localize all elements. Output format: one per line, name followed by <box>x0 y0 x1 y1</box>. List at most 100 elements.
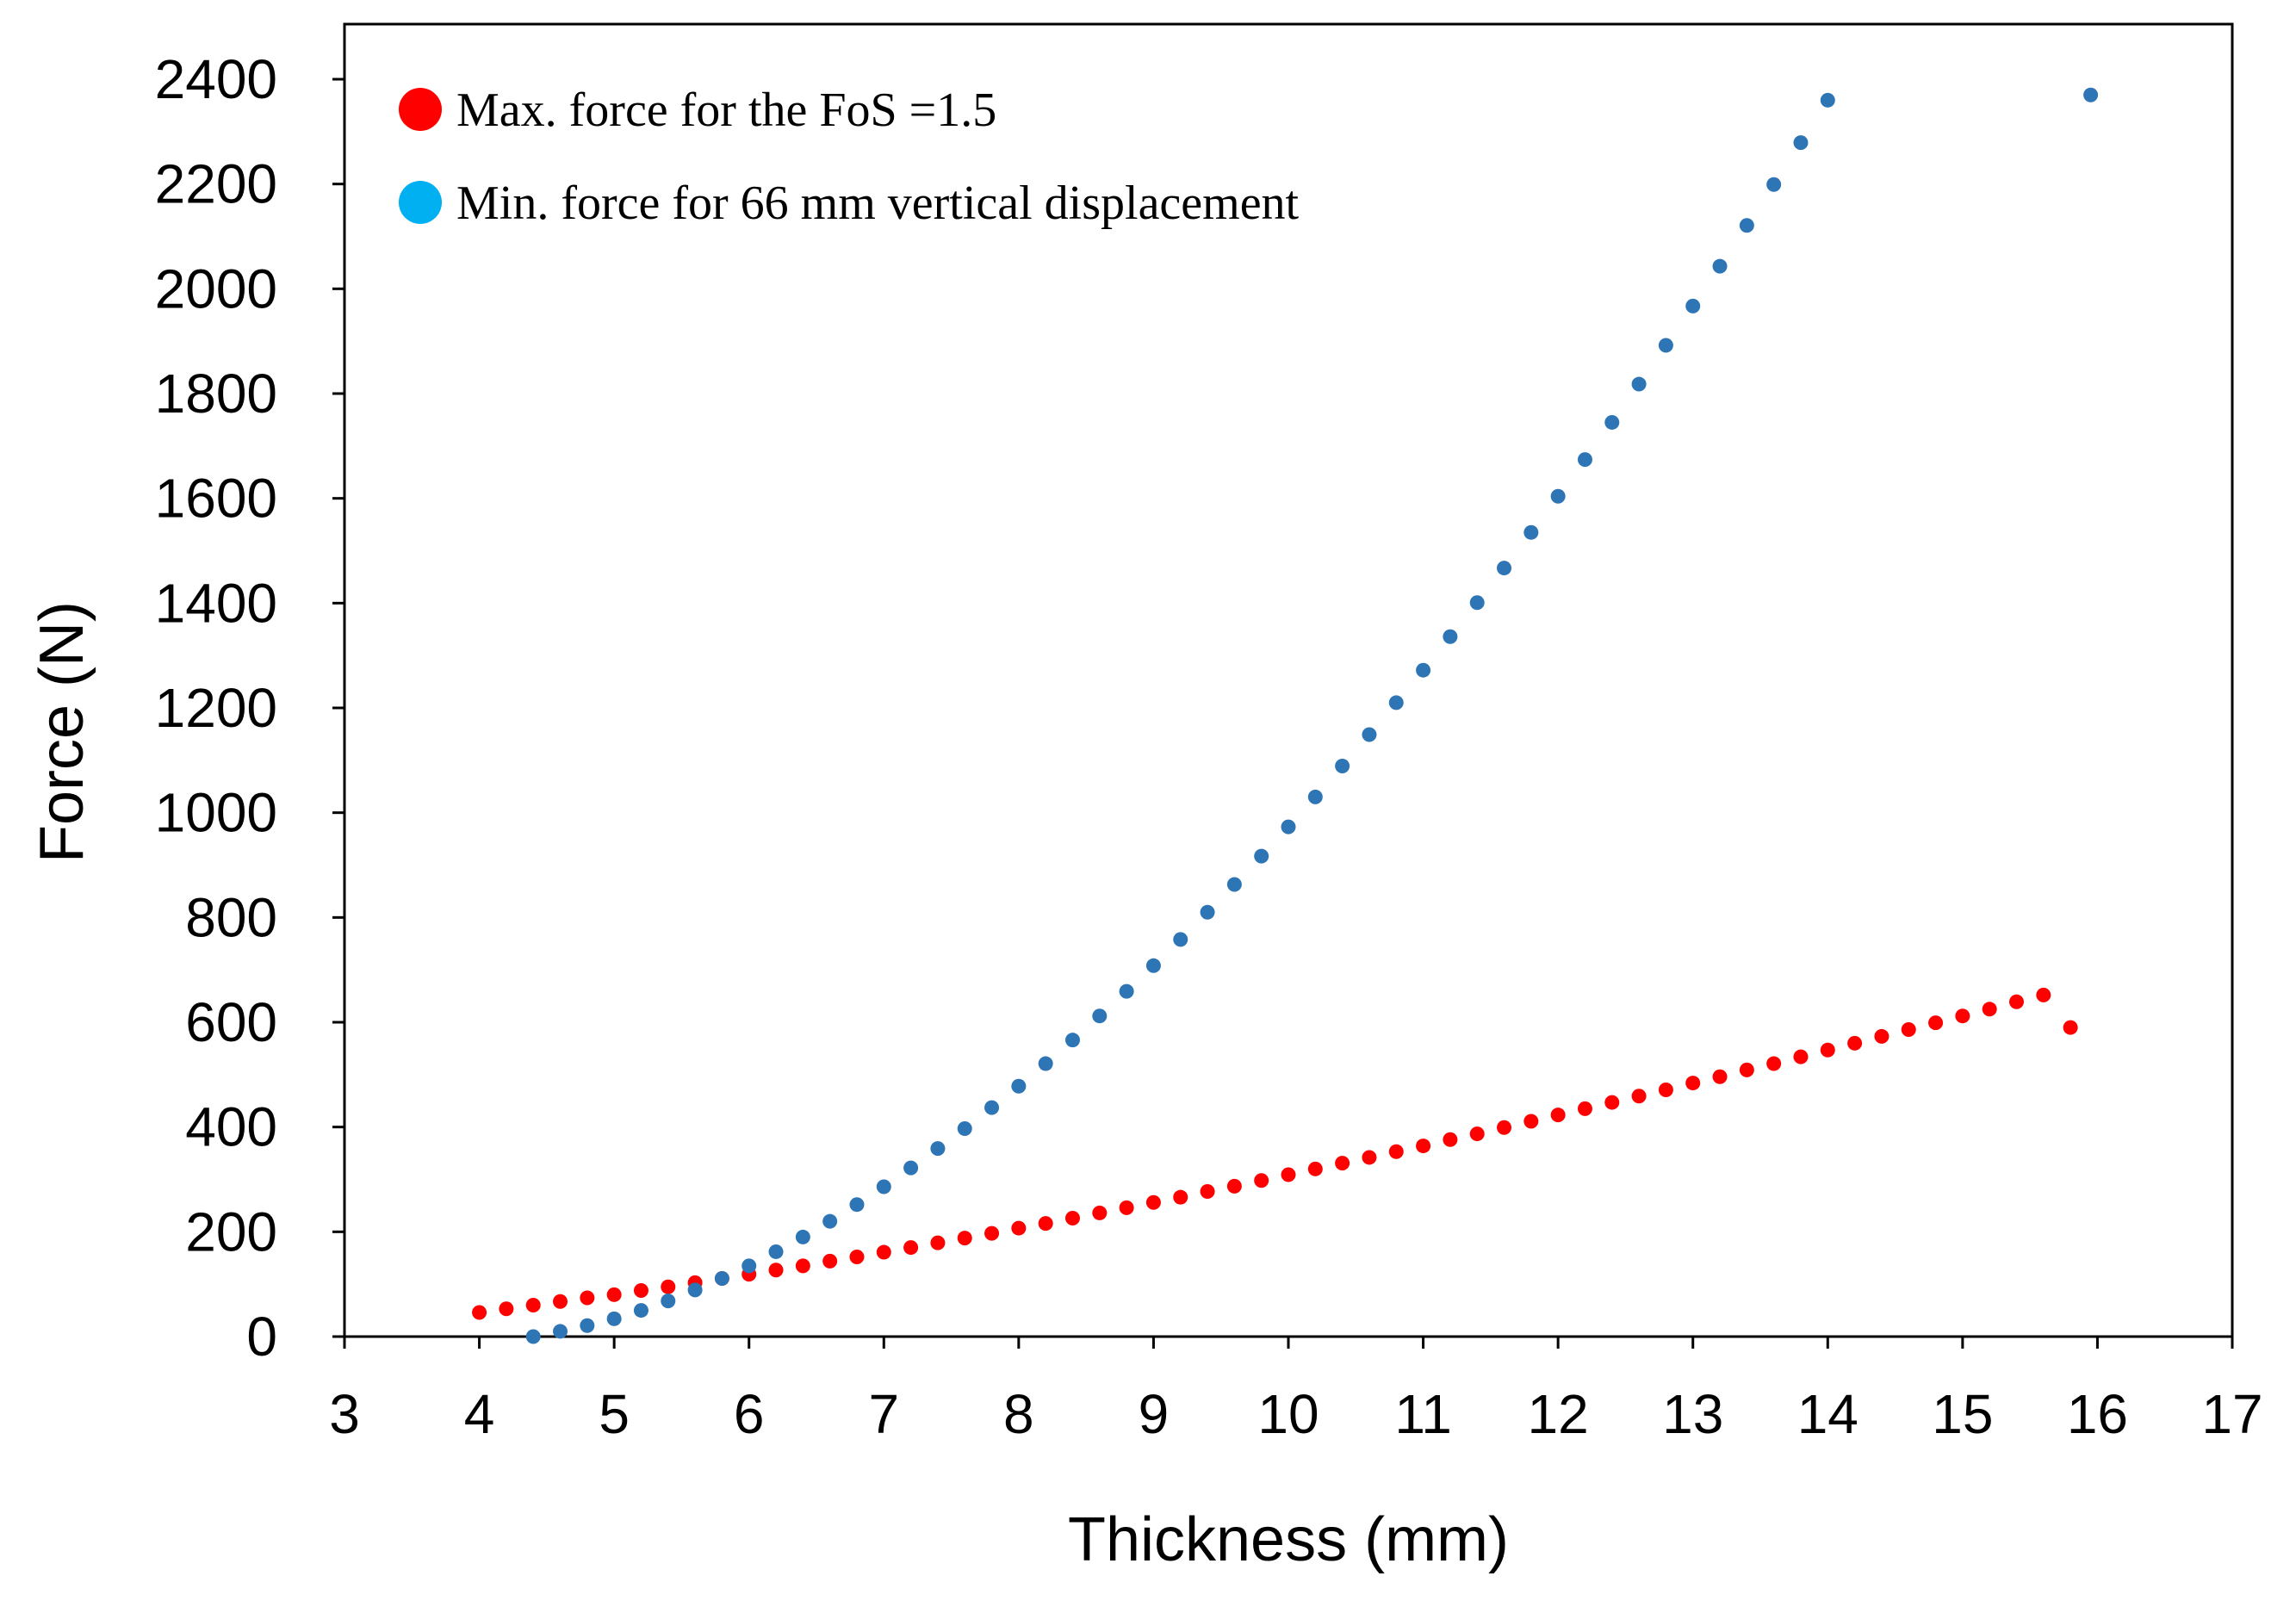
data-point <box>580 1318 595 1333</box>
legend: Max. force for the FoS =1.5 Min. force fo… <box>399 84 1300 230</box>
data-point <box>2063 1020 2078 1035</box>
y-tick-label: 2400 <box>155 48 277 110</box>
data-point <box>1388 695 1404 710</box>
data-point <box>957 1120 972 1136</box>
data-point <box>1416 662 1431 678</box>
data-point <box>1712 1069 1728 1084</box>
data-point <box>1820 1042 1835 1058</box>
x-tick-label: 10 <box>1257 1383 1319 1445</box>
data-point <box>1038 1216 1053 1232</box>
data-point <box>472 1305 487 1320</box>
data-point <box>2036 987 2051 1002</box>
data-point <box>1793 1049 1809 1064</box>
data-point <box>1335 759 1350 774</box>
data-point <box>1011 1220 1027 1236</box>
data-point <box>1200 1183 1215 1199</box>
data-point <box>795 1258 810 1274</box>
data-point <box>499 1301 514 1317</box>
y-tick-label: 400 <box>185 1096 277 1158</box>
x-tick-label: 15 <box>1932 1383 1993 1445</box>
data-point <box>1497 1120 1512 1135</box>
series-layer <box>472 87 2099 1344</box>
y-axis-ticks: 0 200 400 600 800 1000 1200 1400 1600 1800 2000 220… <box>155 48 344 1368</box>
data-point <box>1577 1101 1592 1116</box>
y-tick-label: 800 <box>185 886 277 948</box>
x-tick-label: 11 <box>1394 1383 1451 1445</box>
data-point <box>553 1324 568 1339</box>
data-point <box>1388 1144 1404 1159</box>
y-tick-label: 200 <box>185 1201 277 1263</box>
x-tick-label: 3 <box>329 1383 360 1445</box>
data-point <box>1577 452 1592 468</box>
data-point <box>1307 1161 1323 1176</box>
data-point <box>1766 1056 1782 1071</box>
data-point <box>876 1179 891 1194</box>
data-point <box>633 1303 648 1318</box>
x-axis-title: Thickness (mm) <box>1068 1505 1509 1574</box>
x-tick-label: 6 <box>734 1383 765 1445</box>
data-point <box>1604 1095 1620 1110</box>
data-point <box>984 1225 1000 1241</box>
data-point <box>984 1100 1000 1115</box>
data-point <box>849 1250 865 1265</box>
y-tick-label: 1600 <box>155 468 277 530</box>
data-point <box>957 1231 972 1246</box>
data-point <box>525 1329 541 1344</box>
data-point <box>1793 135 1809 151</box>
data-point <box>1362 1150 1377 1165</box>
x-axis-ticks: 3 4 5 6 7 8 9 10 11 12 13 14 15 16 17 <box>329 1337 2263 1445</box>
data-point <box>1443 1132 1458 1147</box>
data-point <box>1685 298 1701 313</box>
data-point <box>1119 1200 1134 1215</box>
y-tick-label: 1400 <box>155 572 277 634</box>
data-point <box>1200 904 1215 920</box>
data-point <box>1658 1082 1673 1097</box>
y-axis-title: Force (N) <box>28 601 96 863</box>
data-point <box>1523 1114 1539 1129</box>
legend-label: Min. force for 66 mm vertical displaceme… <box>456 177 1300 230</box>
data-point <box>2008 994 2024 1009</box>
data-point <box>849 1197 865 1213</box>
data-point <box>2083 87 2099 102</box>
data-point <box>525 1298 541 1312</box>
data-point <box>1335 1156 1350 1171</box>
data-point <box>1497 561 1512 576</box>
data-point <box>1550 1108 1566 1123</box>
data-point <box>553 1294 568 1309</box>
data-point <box>1550 488 1566 504</box>
data-point <box>1469 595 1485 611</box>
data-point <box>1362 727 1377 742</box>
data-point <box>1145 958 1161 973</box>
y-tick-label: 2200 <box>155 153 277 215</box>
x-tick-label: 9 <box>1139 1383 1170 1445</box>
data-point <box>1847 1035 1863 1051</box>
data-point <box>1416 1139 1431 1154</box>
data-point <box>1712 258 1728 274</box>
data-point <box>822 1213 838 1229</box>
data-point <box>903 1240 919 1256</box>
data-point <box>1281 1167 1296 1182</box>
x-tick-label: 17 <box>2201 1383 2262 1445</box>
x-tick-label: 12 <box>1528 1383 1589 1445</box>
data-point <box>930 1235 946 1250</box>
data-point <box>768 1263 784 1278</box>
data-point <box>1307 789 1323 804</box>
data-point <box>768 1244 784 1259</box>
data-point <box>606 1311 622 1326</box>
data-point <box>687 1282 703 1298</box>
data-point <box>1064 1033 1080 1048</box>
legend-marker <box>399 88 442 131</box>
data-point <box>1820 92 1835 108</box>
data-point <box>1658 338 1673 353</box>
data-point <box>1739 218 1754 233</box>
y-tick-label: 2000 <box>155 257 277 320</box>
y-tick-label: 600 <box>185 991 277 1053</box>
data-point <box>1766 177 1782 192</box>
data-point <box>606 1287 622 1302</box>
data-point <box>1226 877 1242 892</box>
data-point <box>1254 848 1269 864</box>
y-tick-label: 1200 <box>155 677 277 739</box>
data-point <box>1173 1189 1188 1205</box>
data-point <box>1254 1173 1269 1188</box>
